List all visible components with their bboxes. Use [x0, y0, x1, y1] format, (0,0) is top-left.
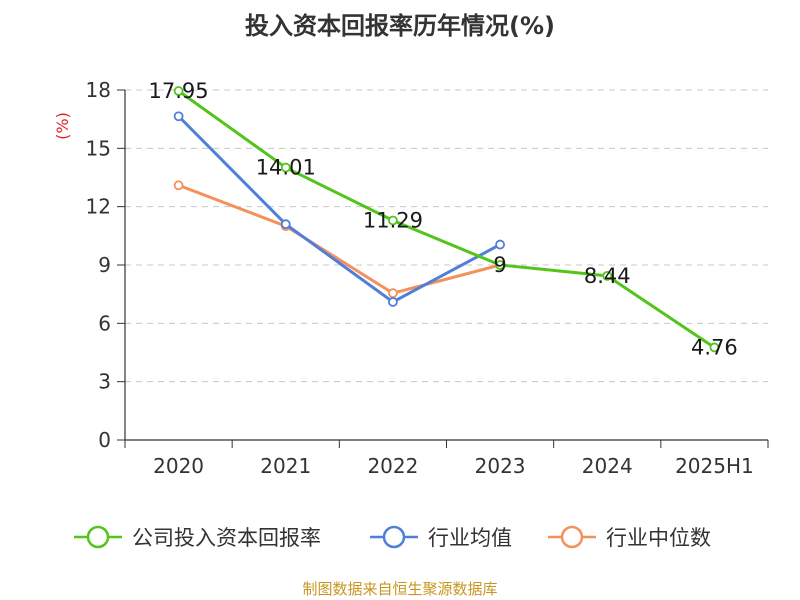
series-line-0	[177, 89, 716, 349]
data-point[interactable]	[602, 270, 613, 281]
data-point[interactable]	[495, 260, 505, 270]
legend[interactable]: 公司投入资本回报率 行业均值 行业中位数	[74, 525, 711, 550]
data-point[interactable]	[388, 297, 398, 307]
legend-label: 公司投入资本回报率	[132, 526, 321, 550]
y-axis-label: (%)	[53, 112, 72, 140]
data-labels: 17.95 14.01 11.29 9 8.44 4.76	[149, 79, 738, 359]
series-line-1	[177, 114, 502, 304]
legend-item-0[interactable]: 公司投入资本回报率	[74, 525, 321, 550]
data-label: 9	[493, 253, 506, 277]
y-tick-label: 3	[98, 370, 111, 394]
data-label: 17.95	[149, 79, 209, 103]
series-lines	[173, 86, 720, 353]
x-tick-label: 2024	[582, 454, 633, 478]
x-tick-label: 2020	[153, 454, 204, 478]
legend-marker	[382, 525, 406, 549]
data-point[interactable]	[495, 239, 505, 250]
data-label: 14.01	[256, 156, 316, 180]
data-point[interactable]	[173, 86, 184, 96]
y-tick-label: 6	[98, 311, 111, 335]
x-tick-label: 2023	[475, 454, 526, 478]
legend-label: 行业中位数	[606, 526, 711, 550]
y-tick-label: 12	[86, 195, 111, 219]
data-point[interactable]	[709, 342, 720, 353]
legend-item-1[interactable]: 行业均值	[370, 525, 512, 550]
data-point[interactable]	[173, 180, 184, 191]
data-point[interactable]	[280, 219, 291, 230]
y-tick-label: 15	[86, 136, 111, 160]
x-tick-label: 2025H1	[675, 454, 754, 478]
x-tick-label: 2021	[260, 454, 311, 478]
x-tick-label: 2022	[367, 454, 418, 478]
data-point[interactable]	[280, 162, 291, 173]
y-tick-label: 9	[98, 253, 111, 277]
data-label: 11.29	[363, 208, 423, 232]
chart-title: 投入资本回报率历年情况(%)	[245, 12, 555, 40]
source-note: 制图数据来自恒生聚源数据库	[302, 580, 497, 598]
data-label: 4.76	[691, 335, 738, 359]
grid-lines	[125, 89, 768, 383]
data-point[interactable]	[173, 111, 184, 122]
legend-item-2[interactable]: 行业中位数	[548, 525, 711, 550]
legend-marker	[560, 525, 584, 549]
axes: 0 3 6 9 12 15 18 2020 2021 2022 2023 2024 2025H1	[86, 78, 769, 478]
y-tick-label: 18	[86, 78, 111, 102]
data-point[interactable]	[388, 288, 398, 299]
legend-label: 行业均值	[428, 526, 512, 550]
data-label: 8.44	[584, 264, 631, 288]
legend-marker	[86, 525, 110, 549]
y-tick-label: 0	[98, 428, 111, 452]
data-point[interactable]	[388, 215, 398, 226]
series-line-2	[177, 183, 502, 295]
